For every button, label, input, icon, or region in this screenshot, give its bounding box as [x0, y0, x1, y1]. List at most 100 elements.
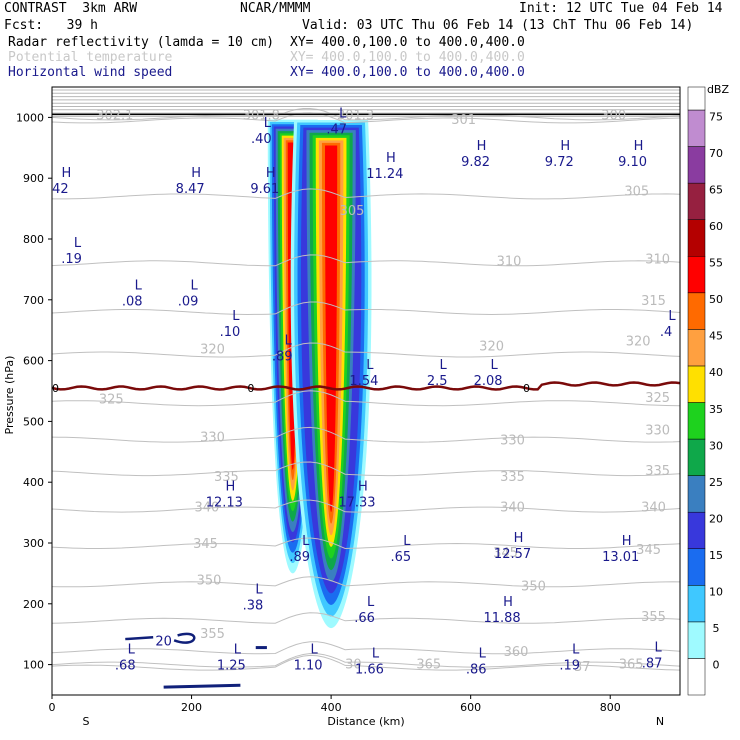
colorbar-swatch-65 — [687, 182, 706, 220]
extremum-marker-high: H — [225, 479, 235, 494]
extremum-value: 9.82 — [461, 155, 490, 170]
x-axis-right-end: N — [656, 715, 664, 728]
y-axis-label: Pressure (hPa) — [3, 356, 16, 435]
theta-contour-label: 345 — [493, 546, 518, 561]
colorbar-tick-label: 5 — [713, 622, 720, 635]
theta-contour-label: 302.1 — [96, 108, 133, 123]
theta-contour-label: 340 — [500, 501, 525, 516]
colorbar-unit: dBZ — [707, 83, 730, 96]
colorbar-tick-label: 75 — [709, 110, 723, 123]
theta-contour-label: 301.3 — [337, 108, 374, 123]
colorbar-swatch-75 — [687, 109, 706, 147]
extremum-marker-low: L — [366, 358, 374, 373]
extremum-marker-high: H — [191, 166, 201, 181]
theta-contour-label: 330 — [200, 431, 225, 446]
x-axis-left-end: S — [83, 715, 90, 728]
colorbar-tick-label: 30 — [709, 439, 723, 452]
extremum-marker-low: L — [234, 642, 242, 657]
field-name-wind: Horizontal wind speed — [8, 65, 173, 80]
colorbar-swatch-70 — [687, 146, 706, 184]
extremum-value: .40 — [251, 132, 272, 147]
wind-speed-contour-upper — [163, 683, 241, 689]
extremum-value: .08 — [122, 295, 143, 310]
colorbar-swatch-35 — [687, 402, 706, 440]
extremum-marker-low: L — [74, 236, 82, 251]
theta-contour-310 — [52, 254, 680, 267]
colorbar-swatch-30 — [687, 438, 706, 476]
y-tick-label: 900 — [23, 172, 44, 185]
extremum-value: 1.10 — [294, 658, 323, 673]
theta-contour-label: 305 — [340, 204, 365, 219]
colorbar-swatch-10 — [687, 585, 706, 623]
extremum-marker-high: H — [622, 534, 632, 549]
extremum-value: 12.57 — [494, 547, 531, 562]
colorbar-tick-label: 60 — [709, 220, 723, 233]
theta-contour-355 — [52, 612, 680, 624]
extremum-marker-low: L — [668, 309, 676, 324]
theta-contour-label: 325 — [645, 391, 670, 406]
theta-contour-label: 345 — [193, 537, 218, 552]
extremum-value: 2.08 — [474, 374, 503, 389]
colorbar-tick-label: 40 — [709, 366, 723, 379]
theta-contour-360 — [52, 641, 680, 655]
extremum-value: .4 — [660, 325, 672, 340]
extremum-value: 8.47 — [176, 182, 205, 197]
y-tick-label: 700 — [23, 294, 44, 307]
x-tick-label: 200 — [181, 701, 202, 714]
theta-contour-label: 335 — [500, 470, 525, 485]
extremum-value: .38 — [243, 599, 264, 614]
extremum-marker-low: L — [264, 116, 272, 131]
extremum-marker-high: H — [266, 166, 276, 181]
field-xy-theta: XY= 400.0,100.0 to 400.0,400.0 — [290, 50, 525, 65]
theta-contour-350 — [52, 576, 680, 588]
extremum-marker-low: L — [255, 583, 263, 598]
theta-contour-label: 355 — [200, 627, 225, 642]
x-tick-label: 800 — [600, 701, 621, 714]
extremum-value: .89 — [272, 349, 293, 364]
theta-contour-label: 340 — [641, 501, 666, 516]
extremum-value: .19 — [559, 658, 580, 673]
theta-contour-label: 320 — [626, 335, 651, 350]
theta-contour-335 — [52, 461, 680, 477]
extremum-value: .68 — [115, 658, 136, 673]
extremum-value: 13.01 — [602, 550, 639, 565]
extremum-marker-low: L — [440, 358, 448, 373]
y-tick-label: 800 — [23, 233, 44, 246]
y-tick-label: 600 — [23, 355, 44, 368]
colorbar-swatch-5 — [687, 621, 706, 659]
extremum-marker-high: H — [61, 166, 71, 181]
extremum-marker-low: L — [339, 107, 347, 122]
wind-speed-contour-20 — [125, 632, 196, 644]
colorbar-swatch-15 — [687, 548, 706, 586]
theta-contour-345 — [52, 537, 680, 550]
colorbar-swatch-45 — [687, 329, 706, 367]
extremum-value: 11.88 — [483, 611, 520, 626]
theta-contour-label: 310 — [645, 252, 670, 267]
colorbar-swatch-40 — [687, 365, 706, 403]
x-tick-label: 600 — [460, 701, 481, 714]
colorbar-cap — [687, 86, 706, 111]
theta-contour-label: 325 — [99, 392, 124, 407]
colorbar-tick-label: 45 — [709, 330, 723, 343]
theta-contour-label: 345 — [636, 543, 661, 558]
field-name-theta: Potential temperature — [8, 50, 173, 65]
colorbar-swatch-60 — [687, 219, 706, 257]
x-tick-label: 0 — [49, 701, 56, 714]
theta-contour-300 — [52, 108, 680, 121]
zero-wind-contour — [52, 381, 680, 391]
extremum-marker-high: H — [477, 139, 487, 154]
field-xy-wind: XY= 400.0,100.0 to 400.0,400.0 — [290, 65, 525, 80]
theta-contour-label: 300 — [601, 108, 626, 123]
colorbar-tick-label: 25 — [709, 476, 723, 489]
theta-contour-label: 360 — [504, 645, 529, 660]
x-tick-label: 400 — [321, 701, 342, 714]
theta-contour-label: 301.8 — [243, 108, 280, 123]
extremum-value: 1.54 — [349, 374, 378, 389]
colorbar-tick-label: 15 — [709, 549, 723, 562]
theta-contour-label: 365 — [619, 657, 644, 672]
theta-contour-label: 355 — [641, 610, 666, 625]
extremum-value: 9.10 — [618, 155, 647, 170]
extremum-marker-low: L — [310, 642, 318, 657]
init-time: Init: 12 UTC Tue 04 Feb 14 — [519, 1, 723, 16]
